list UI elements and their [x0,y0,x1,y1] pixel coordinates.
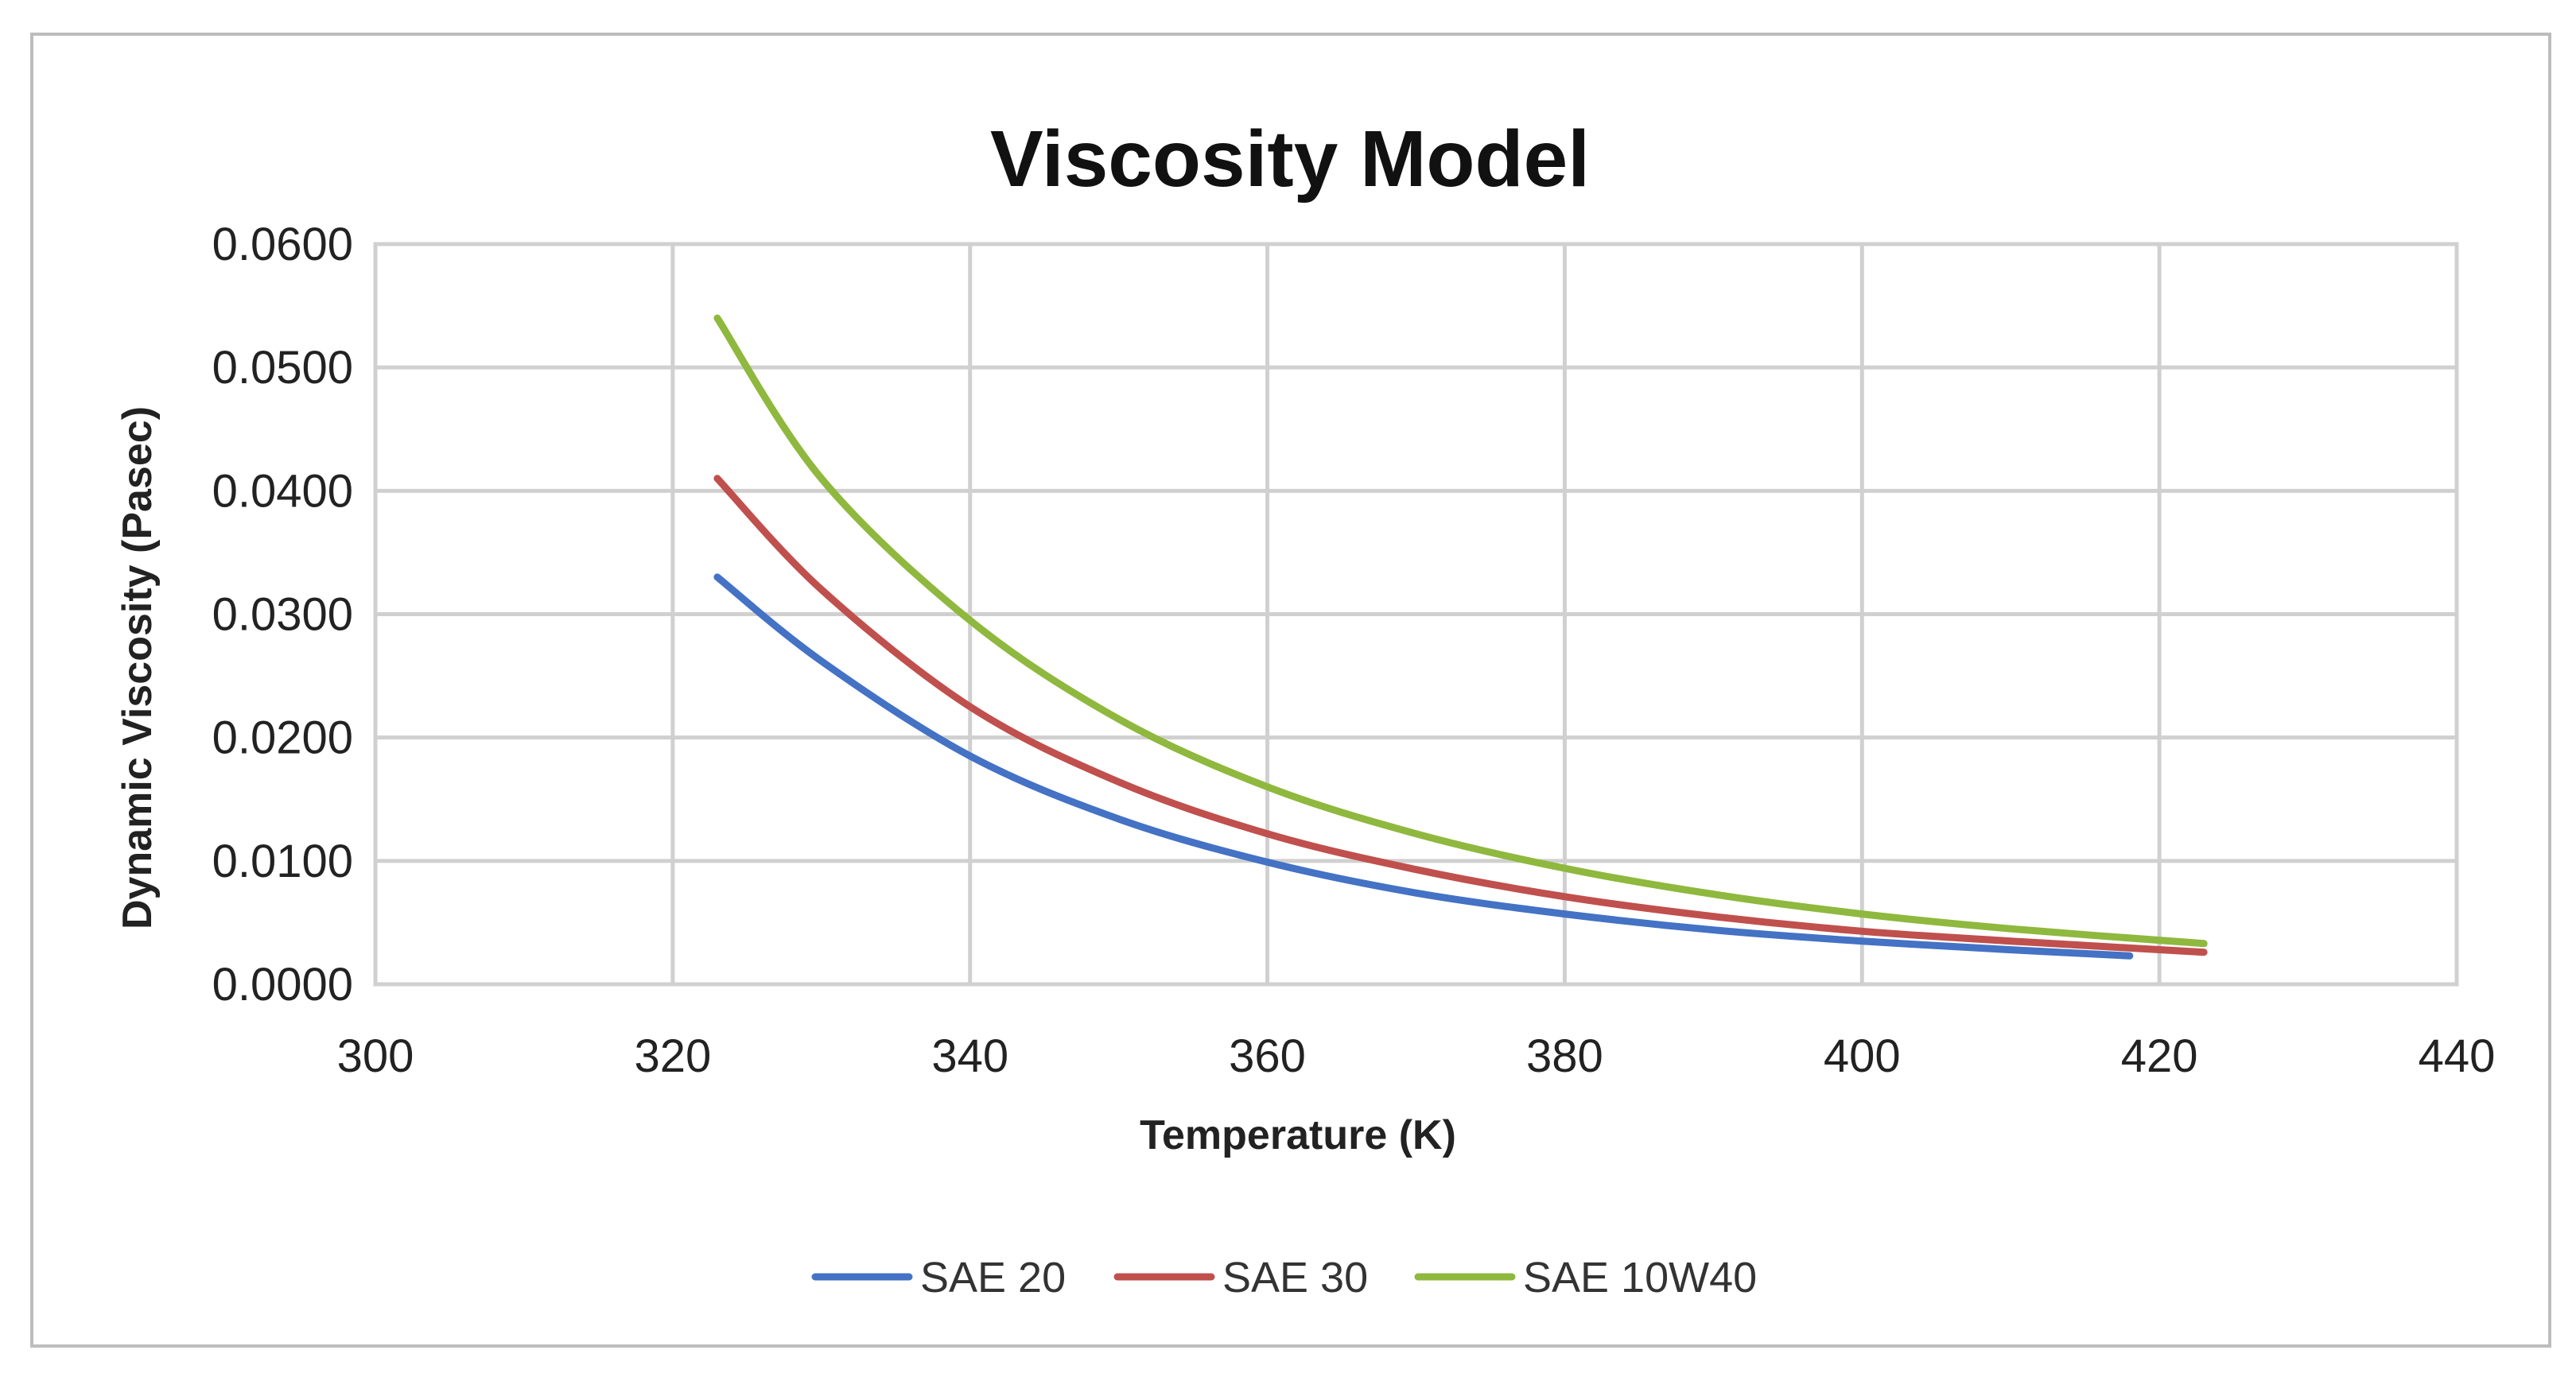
plot-area-border [373,242,2459,987]
y-tick-label: 0.0300 [212,589,353,641]
y-axis-label: Dynamic Viscosity (Pasec) [115,406,161,929]
legend-label-sae-20: SAE 20 [920,1254,1066,1301]
grid [373,242,2459,987]
y-tick-label: 0.0500 [212,342,353,394]
y-tick-label: 0.0100 [212,836,353,887]
x-tick-label: 360 [1229,1030,1306,1082]
tick-labels: 0.0000 0.0100 0.0200 0.0300 0.0400 0.0500 0.06… [212,219,2496,1082]
chart-frame: Viscosity Model 0.0000 0.0100 0.0200 0.0300… [30,33,2551,1348]
legend-label-sae-10w40: SAE 10W40 [1523,1254,1757,1301]
x-tick-label: 400 [1824,1030,1901,1082]
series-line-sae-10w40 [713,314,2208,948]
y-tick-label: 0.0000 [212,959,353,1011]
x-tick-label: 440 [2419,1030,2496,1082]
y-tick-label: 0.0400 [212,465,353,517]
x-tick-label: 340 [931,1030,1008,1082]
series-line-sae-20 [713,573,2134,960]
legend-label-sae-30: SAE 30 [1222,1254,1368,1301]
y-tick-label: 0.0600 [212,219,353,270]
x-axis-label: Temperature (K) [1140,1112,1456,1158]
y-tick-label: 0.0200 [212,712,353,764]
x-tick-label: 420 [2121,1030,2198,1082]
x-tick-label: 380 [1526,1030,1603,1082]
series-line-sae-30 [713,475,2208,956]
chart-title: Viscosity Model [990,114,1590,204]
x-tick-label: 300 [337,1030,414,1082]
series-layer [713,314,2208,960]
chart-canvas: Viscosity Model 0.0000 0.0100 0.0200 0.0300… [115,114,2496,1301]
legend: SAE 20 SAE 30 SAE 10W40 [811,1254,1757,1301]
x-tick-label: 320 [634,1030,711,1082]
